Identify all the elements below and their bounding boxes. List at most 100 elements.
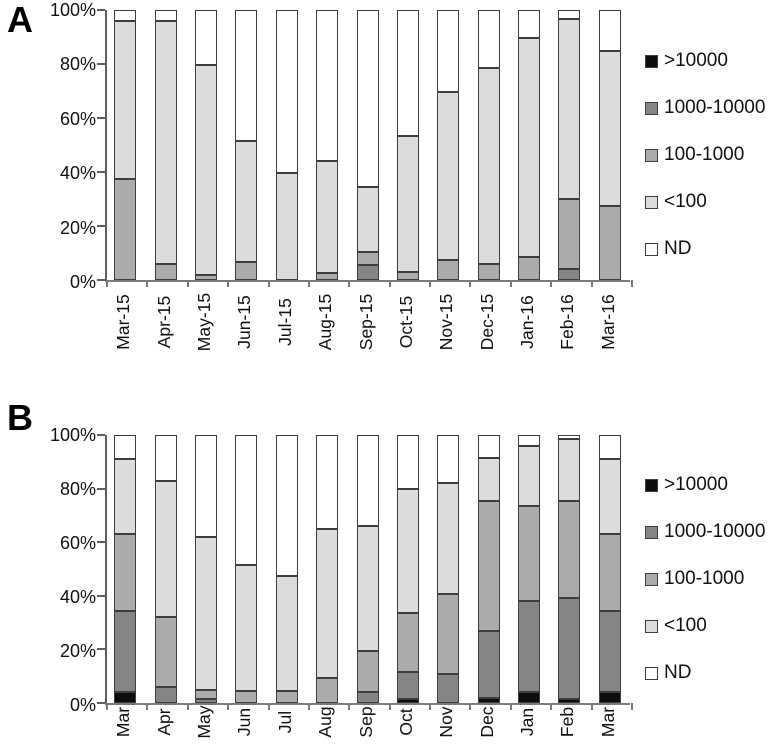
y-axis-tick-label: 60% — [59, 533, 96, 553]
bar-segment--100 — [518, 445, 541, 507]
stacked-bar-may — [194, 435, 217, 703]
x-axis-tick — [631, 703, 633, 710]
legend-label: <100 — [664, 191, 707, 212]
bar-segment-nd — [477, 435, 500, 458]
x-axis-label-jan: Jan — [517, 707, 538, 737]
bar-segment-1000-10000 — [558, 598, 581, 699]
bar-segment-nd — [396, 435, 419, 489]
y-axis-tick — [97, 171, 105, 173]
x-axis-label-mar: Mar — [597, 706, 618, 738]
bar-segment-100-1000 — [356, 251, 379, 266]
x-axis-tick — [388, 703, 391, 710]
y-axis-tick — [97, 702, 105, 704]
x-axis-label-nov-15: Nov-15 — [436, 293, 457, 351]
stacked-bar-aug-15 — [316, 10, 339, 280]
legend-label: 100-1000 — [664, 568, 745, 589]
bar-segment--100 — [114, 20, 137, 179]
x-axis-tick — [307, 703, 310, 710]
legend-label: 1000-10000 — [664, 97, 766, 118]
y-axis-tick — [97, 487, 105, 490]
x-axis-label-nov: Nov — [436, 706, 457, 738]
y-axis-tick-label: 100% — [49, 0, 96, 20]
x-axis-label-feb: Feb — [557, 706, 578, 738]
x-axis-tick — [146, 703, 149, 710]
x-axis-label-jul: Jul — [274, 710, 295, 734]
y-axis-tick — [97, 541, 105, 544]
stacked-bar-jul — [275, 435, 298, 703]
x-axis-tick — [267, 280, 270, 287]
stacked-bar-oct — [396, 435, 419, 703]
x-axis-tick — [429, 703, 432, 710]
bar-segment--100 — [275, 575, 298, 691]
bar-segment-nd — [437, 10, 460, 93]
bar-segment--10000 — [558, 698, 581, 703]
x-axis-label-oct-15: Oct-15 — [395, 295, 416, 349]
stacked-bar-jun-15 — [235, 10, 258, 280]
bar-segment-nd — [558, 10, 581, 20]
bar-segment--100 — [316, 528, 339, 678]
bar-segment-100-1000 — [396, 613, 419, 673]
bar-segment-100-1000 — [154, 617, 177, 687]
bar-segment-nd — [598, 435, 621, 460]
stacked-bar-oct-15 — [396, 10, 419, 280]
bar-segment--100 — [518, 38, 541, 258]
y-axis-tick-label: 100% — [49, 425, 96, 445]
bar-segment-1000-10000 — [518, 601, 541, 693]
stacked-bar-may-15 — [194, 10, 217, 280]
bar-segment-1000-10000 — [558, 269, 581, 280]
x-axis-label-mar-15: Mar-15 — [113, 294, 134, 350]
bar-segment-1000-10000 — [356, 692, 379, 703]
bar-segment-100-1000 — [235, 262, 258, 280]
legend-label: <100 — [664, 615, 707, 636]
panel-a: A 0% 20% 40% 60% 80% 100% Mar-15 Apr-15 May-15 Ju… — [7, 0, 766, 351]
bar-segment-100-1000 — [194, 274, 217, 280]
y-axis-tick — [97, 594, 105, 597]
bar-segment-nd — [558, 435, 581, 440]
bar-segment-100-1000 — [477, 263, 500, 280]
bar-segment-100-1000 — [518, 257, 541, 280]
bar-segment--100 — [316, 161, 339, 274]
stacked-bar-sep — [356, 435, 379, 703]
x-axis-label-may-15: May-15 — [193, 292, 214, 352]
y-axis-tick-label: 80% — [59, 479, 96, 499]
legend-swatch-icon — [645, 666, 658, 680]
bar-segment--100 — [154, 20, 177, 264]
bar-segment-100-1000 — [518, 506, 541, 602]
legend: >10000 1000-10000 100-1000 <100 ND — [645, 50, 766, 258]
bar-segment-nd — [235, 10, 258, 141]
legend-swatch-icon — [645, 148, 658, 162]
x-axis-tick — [106, 280, 108, 287]
stacked-bar-sep-15 — [356, 10, 379, 280]
bar-segment--100 — [598, 459, 621, 535]
bar-segment--10000 — [598, 692, 621, 703]
bar-segment-1000-10000 — [194, 698, 217, 703]
y-axis-tick-label: 20% — [59, 217, 96, 238]
panel-b-letter: B — [7, 397, 33, 438]
bar-segment--100 — [235, 140, 258, 263]
stacked-bar-aug — [316, 435, 339, 703]
stacked-bar-jul-15 — [275, 10, 298, 280]
legend-label: >10000 — [664, 50, 728, 71]
x-axis-tick — [631, 280, 633, 287]
legend-swatch-icon — [645, 478, 658, 492]
panel-a-plot — [97, 9, 633, 287]
bar-segment-100-1000 — [598, 205, 621, 280]
x-axis-label-jun-15: Jun-15 — [234, 295, 255, 349]
legend-item--10000: >10000 — [645, 50, 765, 71]
bar-segment-100-1000 — [558, 500, 581, 599]
legend: >10000 1000-10000 100-1000 <100 ND — [645, 474, 765, 682]
y-axis-tick — [97, 63, 105, 65]
x-axis-label-jan-16: Jan-16 — [517, 295, 538, 349]
legend-label: >10000 — [664, 474, 728, 495]
bar-segment-100-1000 — [437, 259, 460, 280]
x-axis-label-dec-15: Dec-15 — [476, 293, 497, 351]
bar-segment-100-1000 — [275, 690, 298, 703]
bar-segment--100 — [558, 439, 581, 501]
y-axis-tick — [97, 648, 105, 651]
legend-item-nd: ND — [645, 239, 765, 258]
stacked-bar-feb — [558, 435, 581, 703]
bar-segment--100 — [598, 50, 621, 206]
legend-item-1000-10000: 1000-10000 — [645, 97, 766, 118]
bar-segment-100-1000 — [154, 263, 177, 280]
panel-a-letter: A — [7, 0, 33, 40]
